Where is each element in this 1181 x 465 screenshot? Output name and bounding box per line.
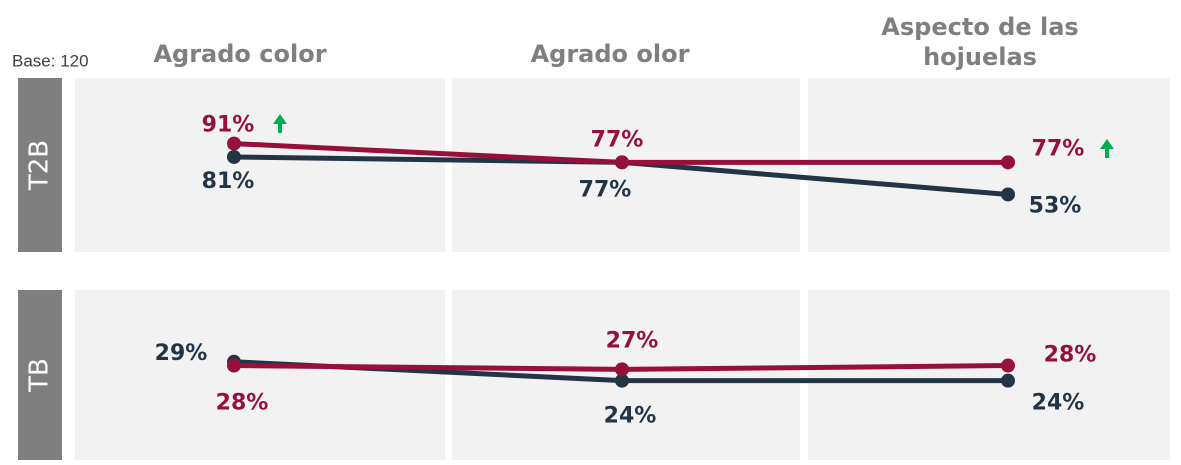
panel bbox=[808, 78, 1170, 252]
column-header: Agrado olor bbox=[531, 40, 690, 68]
row-label-box bbox=[18, 290, 62, 460]
panel bbox=[75, 78, 445, 252]
data-label: 24% bbox=[1032, 391, 1085, 416]
row-label-box bbox=[18, 78, 62, 252]
data-label: 81% bbox=[202, 169, 255, 194]
point bbox=[227, 136, 241, 151]
point bbox=[615, 373, 629, 388]
data-label: 77% bbox=[579, 177, 632, 202]
data-label: 77% bbox=[591, 127, 644, 152]
point bbox=[1001, 155, 1015, 170]
data-label: 28% bbox=[1044, 343, 1097, 368]
significance-arrow bbox=[1100, 139, 1114, 158]
data-label: 77% bbox=[1032, 136, 1085, 161]
significance-arrow bbox=[273, 114, 287, 133]
column-header: Aspecto de las hojuelas bbox=[881, 13, 1078, 71]
point bbox=[615, 155, 629, 170]
row-label: T2B bbox=[25, 140, 55, 191]
column-header-line: Aspecto de las bbox=[881, 13, 1078, 41]
point bbox=[1001, 373, 1015, 388]
data-label: 24% bbox=[604, 404, 657, 429]
point bbox=[227, 358, 241, 373]
panel bbox=[75, 290, 445, 460]
point bbox=[1001, 358, 1015, 373]
column-header-line: hojuelas bbox=[923, 43, 1037, 71]
data-label: 53% bbox=[1029, 193, 1082, 218]
base-note: Base: 120 bbox=[12, 51, 89, 70]
data-label: 29% bbox=[155, 341, 208, 366]
point bbox=[227, 149, 241, 164]
data-label: 91% bbox=[202, 113, 255, 138]
column-header: Agrado color bbox=[153, 40, 326, 68]
data-label: 28% bbox=[216, 391, 269, 416]
panel bbox=[808, 290, 1170, 460]
point bbox=[615, 362, 629, 377]
row-label: TB bbox=[25, 358, 55, 393]
data-label: 27% bbox=[606, 328, 659, 353]
point bbox=[1001, 187, 1015, 202]
